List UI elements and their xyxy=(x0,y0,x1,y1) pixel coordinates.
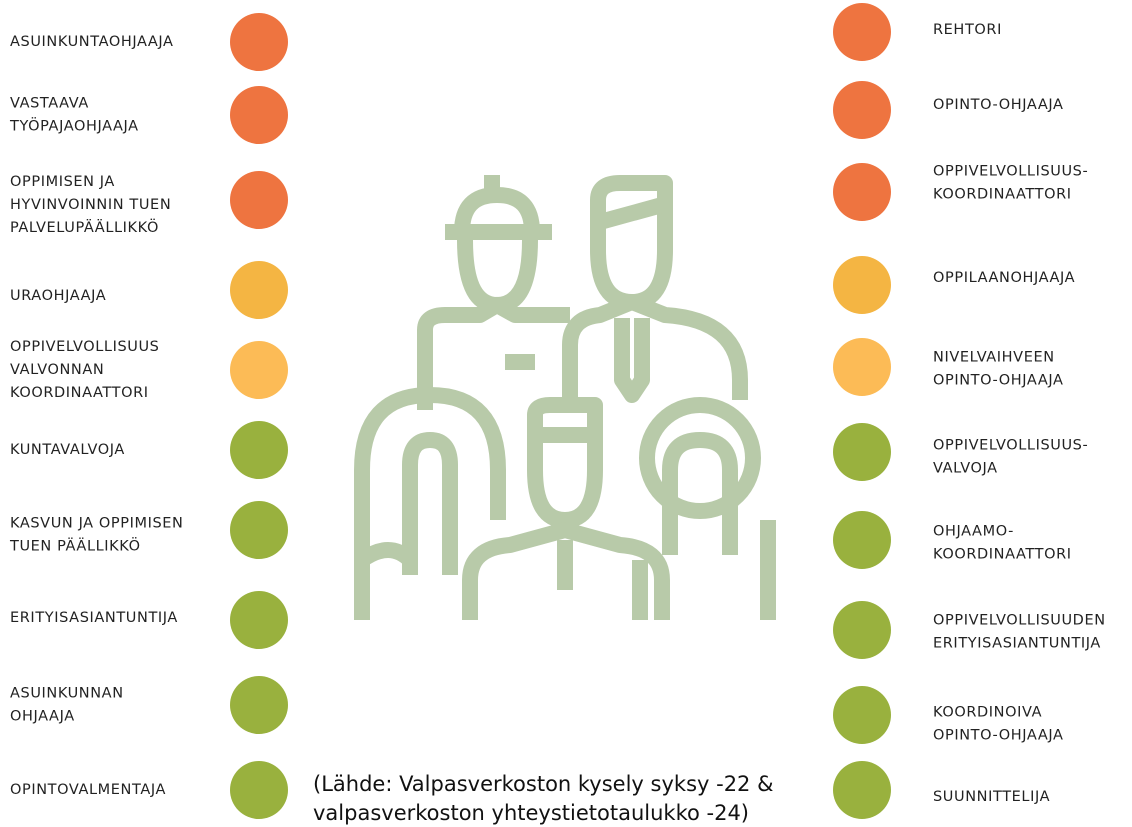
role-dot xyxy=(230,13,288,71)
source-note: (Lähde: Valpasverkoston kysely syksy -22… xyxy=(313,772,773,796)
role-label: OPINTO-OHJAAJA xyxy=(933,728,1064,744)
role-label: TYÖPAJAOHJAAJA xyxy=(9,117,139,135)
role-label: VALVOJA xyxy=(933,461,998,477)
people-icon xyxy=(362,175,768,620)
role-label: PALVELUPÄÄLLIKKÖ xyxy=(10,218,159,236)
role-label: KOORDINOIVA xyxy=(933,705,1042,721)
role-label: OPPILAANOHJAAJA xyxy=(933,270,1075,286)
role-dot xyxy=(230,761,288,819)
role-dot xyxy=(230,421,288,479)
role-label: ASUINKUNNAN xyxy=(10,686,124,702)
role-dot xyxy=(230,86,288,144)
role-label: OPPIMISEN JA xyxy=(10,174,115,190)
role-dot xyxy=(833,423,891,481)
role-label: KOORDINAATTORI xyxy=(10,385,149,401)
role-label: HYVINVOINNIN TUEN xyxy=(10,197,171,213)
role-dot xyxy=(230,171,288,229)
role-label: TUEN PÄÄLLIKKÖ xyxy=(9,537,141,555)
role-label: OPINTOVALMENTAJA xyxy=(10,782,166,798)
role-label: ERITYISASIANTUNTIJA xyxy=(933,636,1101,652)
role-label: KASVUN JA OPPIMISEN xyxy=(10,516,184,532)
role-dot xyxy=(230,676,288,734)
role-dot xyxy=(833,338,891,396)
role-label: NIVELVAIHVEEN xyxy=(933,350,1055,366)
role-label: KOORDINAATTORI xyxy=(933,187,1072,203)
role-label: OHJAAJA xyxy=(10,709,75,725)
role-dot xyxy=(833,601,891,659)
role-dot xyxy=(230,501,288,559)
source-note: valpasverkoston yhteystietotaulukko -24) xyxy=(313,801,749,825)
role-dot xyxy=(833,256,891,314)
role-label: OPPIVELVOLLISUUDEN xyxy=(933,613,1106,629)
role-dot xyxy=(833,81,891,139)
role-dot xyxy=(833,163,891,221)
role-label: OPPIVELVOLLISUUS xyxy=(10,339,160,355)
role-label: OPINTO-OHJAAJA xyxy=(933,373,1064,389)
role-label: OPINTO-OHJAAJA xyxy=(933,97,1064,113)
role-label: OHJAAMO- xyxy=(933,524,1014,540)
role-label: URAOHJAAJA xyxy=(10,288,106,304)
role-dot xyxy=(230,261,288,319)
role-label: ASUINKUNTAOHJAAJA xyxy=(10,34,174,50)
role-dot xyxy=(230,341,288,399)
role-dot xyxy=(833,511,891,569)
role-label: REHTORI xyxy=(933,22,1002,38)
role-label: VALVONNAN xyxy=(10,362,104,378)
role-label: ERITYISASIANTUNTIJA xyxy=(10,610,178,626)
role-dot xyxy=(230,591,288,649)
role-label: KUNTAVALVOJA xyxy=(10,442,125,458)
role-label: SUUNNITTELIJA xyxy=(933,789,1050,805)
role-dot xyxy=(833,686,891,744)
role-dot xyxy=(833,3,891,61)
role-label: VASTAAVA xyxy=(10,96,89,112)
role-label: OPPIVELVOLLISUUS- xyxy=(933,438,1088,454)
role-label: KOORDINAATTORI xyxy=(933,547,1072,563)
role-dot xyxy=(833,761,891,819)
infographic: ASUINKUNTAOHJAAJA VASTAAVA TYÖPAJAOHJAAJA O… xyxy=(0,0,1132,827)
role-label: OPPIVELVOLLISUUS- xyxy=(933,164,1088,180)
